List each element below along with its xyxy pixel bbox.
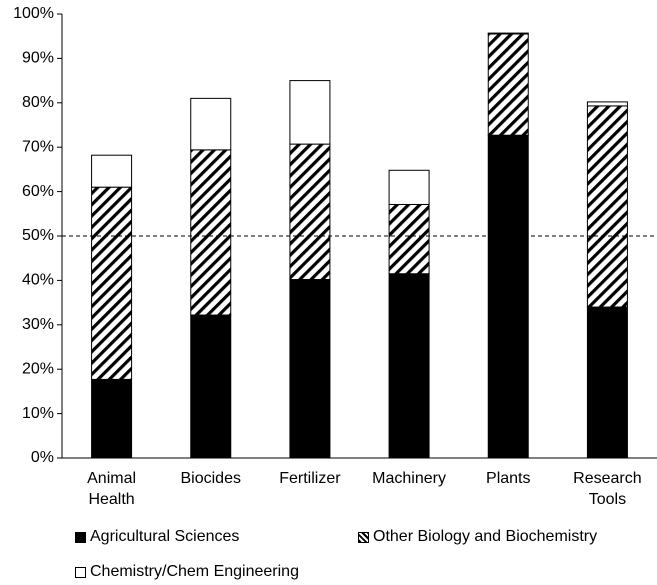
bar-segment: [487, 134, 529, 459]
bars: [91, 32, 628, 459]
y-tick-label: 90%: [22, 50, 54, 67]
y-tick-label: 60%: [22, 183, 54, 200]
bar-segment: [388, 169, 430, 205]
legend-label: Chemistry/Chem Engineering: [90, 563, 299, 580]
legend-swatch: [358, 531, 369, 543]
bar-segment: [289, 143, 331, 281]
legend-item: Agricultural Sciences: [75, 528, 239, 546]
bar-segment: [289, 279, 331, 459]
y-tick-label: 80%: [22, 94, 54, 111]
legend-label: Agricultural Sciences: [90, 528, 240, 545]
x-tick-label: Fertilizer: [279, 470, 341, 487]
y-tick-label: 40%: [22, 272, 54, 289]
legend-item: Chemistry/Chem Engineering: [75, 563, 299, 581]
bar-segment: [91, 378, 133, 459]
x-tick-label: Plants: [486, 470, 531, 487]
bar-segment: [91, 186, 133, 380]
bar-segment: [190, 149, 232, 316]
x-tick-label: Animal Health: [87, 470, 137, 508]
bar-segment: [487, 33, 529, 136]
bar-segment: [487, 32, 529, 35]
legend-item: Other Biology and Biochemistry: [358, 528, 597, 546]
bar-segment: [190, 97, 232, 151]
bar-segment: [91, 154, 133, 188]
y-tick-label: 100%: [13, 5, 54, 22]
y-tick-label: 50%: [22, 227, 54, 244]
x-tick-label: Machinery: [372, 470, 446, 487]
legend-swatch: [75, 531, 86, 543]
bar-segment: [289, 80, 331, 145]
bar-segment: [586, 306, 628, 459]
y-tick-label: 30%: [22, 316, 54, 333]
legend-swatch: [75, 566, 86, 578]
bar-segment: [388, 273, 430, 459]
bar-segment: [586, 105, 628, 308]
y-tick-label: 10%: [22, 405, 54, 422]
bar-segment: [586, 101, 628, 107]
bar-segment: [190, 314, 232, 459]
x-tick-label: Biocides: [180, 470, 241, 487]
legend-label: Other Biology and Biochemistry: [373, 528, 598, 545]
y-tick-label: 70%: [22, 138, 54, 155]
bar-segment: [388, 203, 430, 275]
x-tick-label: Research Tools: [573, 470, 642, 508]
y-tick-label: 20%: [22, 360, 54, 377]
y-tick-label: 0%: [31, 449, 54, 466]
